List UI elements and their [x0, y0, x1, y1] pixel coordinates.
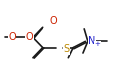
Text: O: O	[26, 32, 33, 42]
Text: S: S	[63, 44, 69, 54]
Text: +: +	[95, 41, 101, 47]
Text: O: O	[8, 32, 16, 42]
Text: O: O	[50, 16, 57, 26]
Text: N: N	[88, 36, 96, 46]
